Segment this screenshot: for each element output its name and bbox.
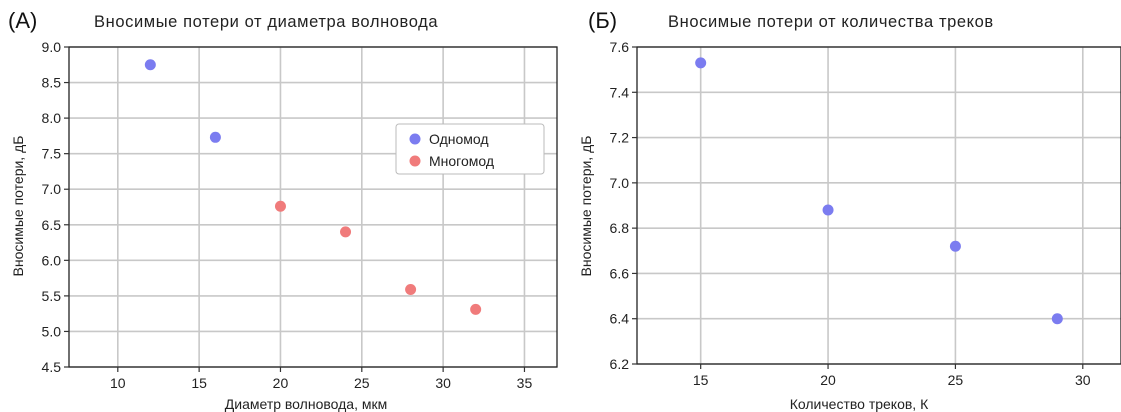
y-tick-label: 6.8 bbox=[610, 220, 630, 236]
panel-b-y-ticks: 6.2 6.4 6.6 6.8 7.0 7.2 7.4 7.6 bbox=[610, 39, 637, 372]
x-tick-label: 10 bbox=[110, 375, 126, 391]
y-tick-label: 6.4 bbox=[610, 311, 630, 327]
y-tick-label: 7.4 bbox=[610, 84, 630, 100]
x-tick-label: 25 bbox=[948, 372, 964, 388]
x-tick-label: 30 bbox=[1075, 372, 1091, 388]
panel-b-grid bbox=[637, 46, 1121, 365]
panel-b-x-axis-label: Количество треков, К bbox=[790, 396, 929, 412]
panel-b-x-ticks: 15 20 25 30 bbox=[693, 364, 1091, 388]
x-tick-label: 20 bbox=[820, 372, 836, 388]
y-tick-label: 4.5 bbox=[42, 359, 62, 375]
panel-b-y-axis-label: Вносимые потери, дБ bbox=[578, 136, 594, 277]
panel-b-label: (Б) bbox=[588, 8, 617, 33]
panel-a-label: (A) bbox=[8, 8, 37, 33]
x-tick-label: 20 bbox=[273, 375, 289, 391]
data-point bbox=[949, 240, 961, 252]
panel-b: (Б) Вносимые потери от количества треков… bbox=[578, 8, 1121, 412]
panel-a-plot-frame bbox=[68, 46, 558, 368]
y-tick-label: 7.5 bbox=[42, 146, 62, 162]
panel-b-points bbox=[695, 57, 1063, 325]
panel-a-grid bbox=[69, 46, 557, 368]
data-point bbox=[470, 303, 482, 315]
panel-a-y-ticks: 4.5 5.0 5.5 6.0 6.5 7.0 7.5 8.0 8.5 9.0 bbox=[42, 39, 69, 375]
legend-marker-single-mode bbox=[409, 133, 421, 145]
y-tick-label: 6.0 bbox=[42, 252, 62, 268]
y-tick-label: 7.0 bbox=[42, 181, 62, 197]
legend-box bbox=[395, 123, 545, 175]
legend-label-single-mode: Одномод bbox=[429, 131, 489, 147]
plot-frame bbox=[636, 46, 1121, 365]
data-point bbox=[340, 226, 352, 238]
panel-a-x-axis-label: Диаметр волновода, мкм bbox=[225, 396, 387, 412]
panel-a-title: Вносимые потери от диаметра волновода bbox=[94, 13, 438, 31]
data-point bbox=[695, 57, 707, 69]
y-tick-label: 9.0 bbox=[42, 39, 62, 55]
panel-a-y-axis-label: Вносимые потери, дБ bbox=[10, 136, 26, 277]
x-tick-label: 25 bbox=[354, 375, 370, 391]
panel-a-legend: Одномод Многомод bbox=[395, 123, 545, 175]
y-tick-label: 5.0 bbox=[42, 323, 62, 339]
data-point bbox=[144, 59, 156, 71]
x-tick-label: 35 bbox=[517, 375, 533, 391]
y-tick-label: 7.0 bbox=[610, 175, 630, 191]
y-tick-label: 5.5 bbox=[42, 288, 62, 304]
y-tick-label: 8.0 bbox=[42, 110, 62, 126]
plot-frame bbox=[68, 46, 558, 368]
data-point bbox=[1051, 313, 1063, 325]
y-tick-label: 6.5 bbox=[42, 217, 62, 233]
data-point bbox=[405, 283, 417, 295]
legend-label-multi-mode: Многомод bbox=[429, 153, 494, 169]
y-tick-label: 8.5 bbox=[42, 75, 62, 91]
y-tick-label: 7.2 bbox=[610, 130, 630, 146]
x-tick-label: 30 bbox=[435, 375, 451, 391]
y-tick-label: 6.2 bbox=[610, 356, 630, 372]
x-tick-label: 15 bbox=[191, 375, 207, 391]
panel-b-title: Вносимые потери от количества треков bbox=[668, 13, 994, 31]
panel-a-x-ticks: 10 15 20 25 30 35 bbox=[110, 367, 532, 391]
data-point bbox=[822, 204, 834, 216]
data-point bbox=[209, 131, 221, 143]
panel-a-points bbox=[144, 59, 482, 315]
panel-a: (A) Вносимые потери от диаметра волновод… bbox=[8, 8, 558, 412]
panel-b-plot-frame bbox=[636, 46, 1121, 365]
data-point bbox=[274, 200, 286, 212]
legend-marker-multi-mode bbox=[409, 155, 421, 167]
y-tick-label: 6.6 bbox=[610, 265, 630, 281]
y-tick-label: 7.6 bbox=[610, 39, 630, 55]
x-tick-label: 15 bbox=[693, 372, 709, 388]
